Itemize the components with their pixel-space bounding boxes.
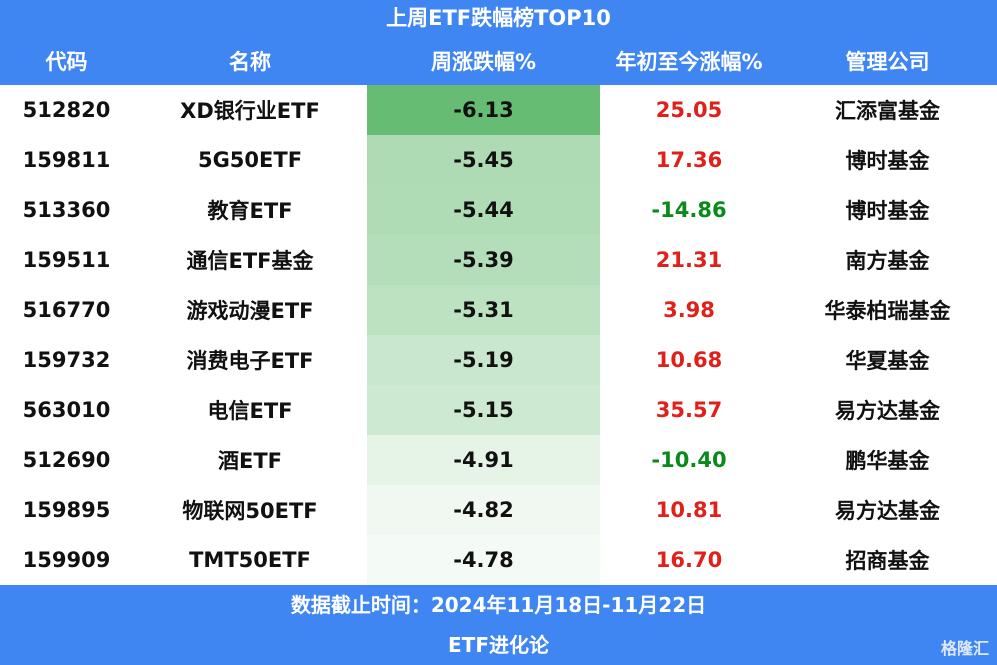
- cell: -4.82: [367, 485, 600, 535]
- cell: 酒ETF: [217, 449, 282, 473]
- source: ETF进化论: [448, 633, 549, 657]
- cell: 10.68: [655, 348, 723, 372]
- cell: 易方达基金: [835, 499, 940, 523]
- cell: 159909: [22, 548, 111, 572]
- table-row: 159732 消费电子ETF -5.19 10.68 华夏基金: [0, 335, 997, 385]
- column-header: 周涨跌幅%: [430, 50, 537, 74]
- cell: 10.81: [655, 498, 723, 522]
- cell: 5G50ETF: [197, 148, 303, 172]
- table-row: 159895 物联网50ETF -4.82 10.81 易方达基金: [0, 485, 997, 535]
- cell: 516770: [22, 298, 111, 322]
- column-header: 名称: [229, 50, 271, 74]
- cell: 513360: [22, 198, 111, 222]
- cell: XD银行业ETF: [180, 99, 320, 123]
- cell: 17.36: [655, 148, 723, 172]
- cell: 16.70: [655, 548, 723, 572]
- cell: 25.05: [655, 98, 723, 122]
- table-row: 159511 通信ETF基金 -5.39 21.31 南方基金: [0, 235, 997, 285]
- cell: 21.31: [655, 248, 723, 272]
- header-row: 代码 名称 周涨跌幅% 年初至今涨幅% 管理公司: [0, 37, 997, 85]
- cell: 159511: [22, 248, 111, 272]
- cell: 159895: [22, 498, 111, 522]
- cell: -5.15: [367, 385, 600, 435]
- table-row: 516770 游戏动漫ETF -5.31 3.98 华泰柏瑞基金: [0, 285, 997, 335]
- table-row: 159909 TMT50ETF -4.78 16.70 招商基金: [0, 535, 997, 585]
- cell: 游戏动漫ETF: [186, 299, 314, 323]
- cell: 华夏基金: [845, 349, 930, 373]
- cell: -5.45: [367, 135, 600, 185]
- cell: 华泰柏瑞基金: [824, 299, 951, 323]
- column-header: 年初至今涨幅%: [615, 50, 763, 74]
- cell: 易方达基金: [835, 399, 940, 423]
- footer: 数据截止时间：2024年11月18日-11月22日 ETF进化论 格隆汇: [0, 585, 997, 665]
- cell: 招商基金: [845, 549, 930, 573]
- cell: -5.31: [367, 285, 600, 335]
- cell: -5.19: [367, 335, 600, 385]
- cell: -6.13: [367, 85, 600, 135]
- cell: 通信ETF基金: [186, 249, 314, 273]
- cell: 512690: [22, 448, 111, 472]
- cell: 鹏华基金: [845, 449, 930, 473]
- cell: -5.39: [367, 235, 600, 285]
- table-row: 563010 电信ETF -5.15 35.57 易方达基金: [0, 385, 997, 435]
- cell: 南方基金: [845, 249, 930, 273]
- table-row: 159811 5G50ETF -5.45 17.36 博时基金: [0, 135, 997, 185]
- cell: TMT50ETF: [189, 548, 311, 572]
- cell: 35.57: [655, 398, 723, 422]
- column-header: 代码: [45, 50, 88, 74]
- table-row: 512690 酒ETF -4.91 -10.40 鹏华基金: [0, 435, 997, 485]
- cell: 电信ETF: [207, 399, 293, 423]
- watermark: 格隆汇: [940, 639, 989, 658]
- cell: -4.91: [367, 435, 600, 485]
- cell: 512820: [22, 98, 111, 122]
- cell: 563010: [22, 398, 111, 422]
- cell: 消费电子ETF: [186, 349, 314, 373]
- cell: 159811: [22, 148, 111, 172]
- cell: 教育ETF: [207, 199, 293, 223]
- cell: 3.98: [663, 298, 715, 322]
- date-range: 数据截止时间：2024年11月18日-11月22日: [290, 593, 707, 617]
- cell: 汇添富基金: [835, 99, 940, 123]
- cell: 159732: [22, 348, 111, 372]
- cell: 博时基金: [845, 199, 930, 223]
- column-header: 管理公司: [845, 50, 930, 74]
- cell: -14.86: [651, 198, 727, 222]
- table-row: 512820 XD银行业ETF -6.13 25.05 汇添富基金: [0, 85, 997, 135]
- table-row: 513360 教育ETF -5.44 -14.86 博时基金: [0, 185, 997, 235]
- cell: 物联网50ETF: [182, 499, 318, 523]
- cell: -10.40: [651, 448, 727, 472]
- table: 代码 名称 周涨跌幅% 年初至今涨幅% 管理公司 512820 XD银行业ETF -6.13 2…: [0, 37, 997, 585]
- cell: -5.44: [367, 185, 600, 235]
- cell: -4.78: [367, 535, 600, 585]
- title: 上周ETF跌幅榜TOP10: [0, 0, 997, 37]
- cell: 博时基金: [845, 149, 930, 173]
